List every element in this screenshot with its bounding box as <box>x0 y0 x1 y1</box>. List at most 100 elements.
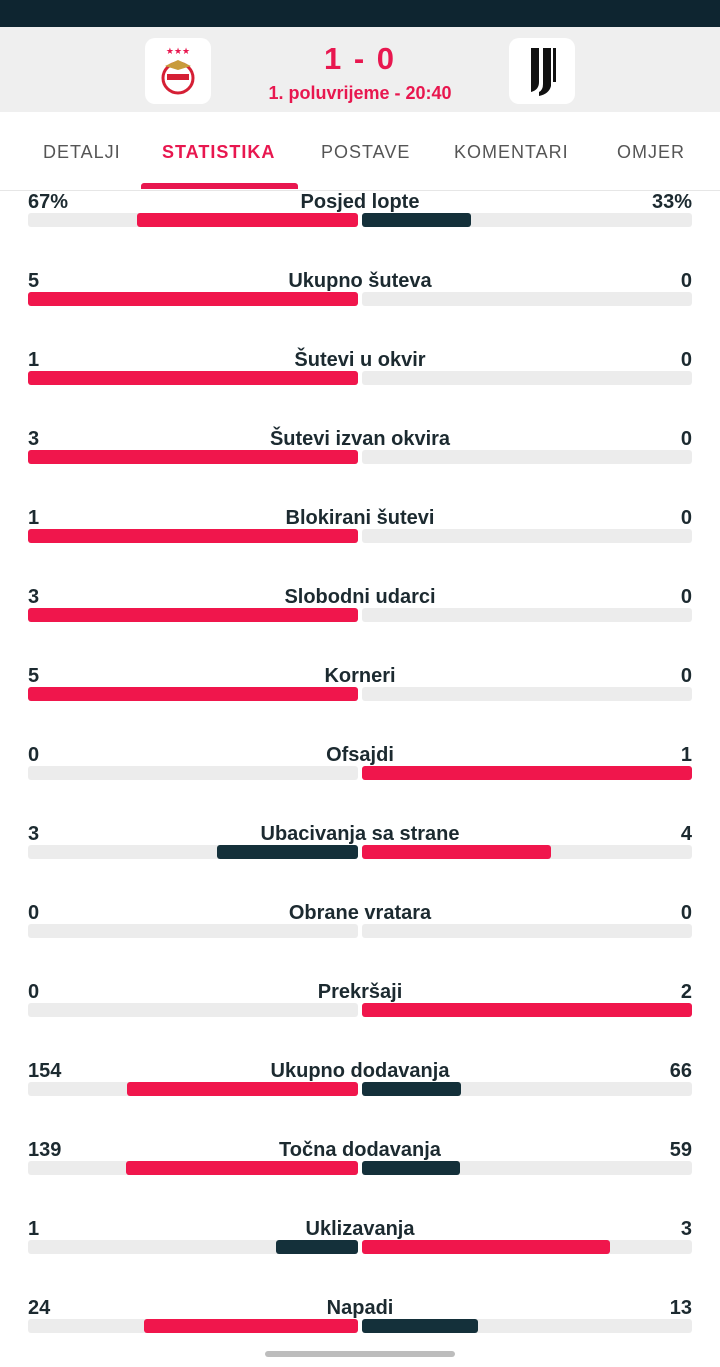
home-track <box>28 608 358 622</box>
home-track <box>28 292 358 306</box>
home-track <box>28 924 358 938</box>
home-track <box>28 371 358 385</box>
away-value: 33% <box>651 191 692 213</box>
stat-label: Slobodni udarci <box>284 586 436 608</box>
stat-label: Točna dodavanja <box>279 1139 441 1161</box>
tab[interactable]: DETALJI <box>43 142 121 162</box>
stat-row: 1 Šutevi u okvir 0 <box>0 349 720 428</box>
away-logo[interactable] <box>509 38 575 104</box>
stat-row: 0 Ofsajdi 1 <box>0 744 720 823</box>
home-bar <box>143 1319 358 1333</box>
home-value: 154 <box>28 1060 62 1082</box>
home-track <box>28 766 358 780</box>
away-track <box>362 608 692 622</box>
stat-row: 1 Uklizavanja 3 <box>0 1218 720 1297</box>
active-tab-indicator <box>141 183 298 189</box>
home-track <box>28 1319 358 1333</box>
stat-label: Napadi <box>326 1297 394 1319</box>
stat-label: Blokirani šutevi <box>285 507 435 529</box>
home-bar <box>216 845 358 859</box>
home-logo[interactable]: ★★★ <box>145 38 211 104</box>
home-bar <box>28 529 358 543</box>
home-bar <box>127 1082 358 1096</box>
home-value: 0 <box>28 744 40 766</box>
stat-label: Ubacivanja sa strane <box>260 823 460 845</box>
status-bar <box>0 0 720 27</box>
away-value: 4 <box>680 823 692 845</box>
away-bar <box>362 213 471 227</box>
home-bar <box>28 371 358 385</box>
tab-bar: DETALJI STATISTIKA POSTAVE KOMENTARI OMJER <box>0 112 720 191</box>
home-track <box>28 450 358 464</box>
home-value: 1 <box>28 349 40 371</box>
home-bar <box>275 1240 358 1254</box>
home-value: 0 <box>28 902 40 924</box>
stats-list: 67% Posjed lopte 33% 5 Ukupno šuteva 0 1 Šutevi… <box>0 191 720 1340</box>
home-value: 139 <box>28 1139 62 1161</box>
home-value: 5 <box>28 665 40 687</box>
away-bar <box>362 1082 461 1096</box>
away-value: 0 <box>680 507 692 529</box>
tab[interactable]: POSTAVE <box>321 142 411 162</box>
home-track <box>28 213 358 227</box>
home-track <box>28 1003 358 1017</box>
home-value: 67% <box>28 191 69 213</box>
home-handle[interactable] <box>265 1351 455 1357</box>
away-track <box>362 529 692 543</box>
home-value: 0 <box>28 981 40 1003</box>
home-track <box>28 1082 358 1096</box>
home-value: 3 <box>28 586 40 608</box>
stat-row: 154 Ukupno dodavanja 66 <box>0 1060 720 1139</box>
away-value: 3 <box>680 1218 692 1240</box>
stat-label: Ukupno šuteva <box>288 270 432 292</box>
away-value: 0 <box>680 349 692 371</box>
tab[interactable]: STATISTIKA <box>162 142 276 162</box>
away-track <box>362 1319 692 1333</box>
home-value: 3 <box>28 428 40 450</box>
home-bar <box>126 1161 358 1175</box>
stat-row: 24 Napadi 13 <box>0 1297 720 1340</box>
away-value: 0 <box>680 270 692 292</box>
away-bar <box>362 766 692 780</box>
stat-label: Uklizavanja <box>305 1218 415 1240</box>
away-track <box>362 450 692 464</box>
home-value: 3 <box>28 823 40 845</box>
away-bar <box>362 1240 610 1254</box>
away-track <box>362 292 692 306</box>
away-bar <box>362 1003 692 1017</box>
away-track <box>362 1003 692 1017</box>
home-bar <box>28 450 358 464</box>
stat-row: 3 Slobodni udarci 0 <box>0 586 720 665</box>
home-bar <box>28 608 358 622</box>
stat-label: Prekršaji <box>317 981 403 1003</box>
stat-label: Šutevi izvan okvira <box>269 428 451 450</box>
home-value: 24 <box>28 1297 51 1319</box>
stat-label: Ukupno dodavanja <box>270 1060 450 1082</box>
home-track <box>28 1161 358 1175</box>
stat-row: 3 Ubacivanja sa strane 4 <box>0 823 720 902</box>
away-track <box>362 687 692 701</box>
tab[interactable]: OMJER <box>617 142 685 162</box>
home-value: 1 <box>28 1218 40 1240</box>
home-crest: ★★★ <box>161 46 195 95</box>
away-value: 13 <box>669 1297 692 1319</box>
tab[interactable]: KOMENTARI <box>454 142 569 162</box>
home-value: 1 <box>28 507 40 529</box>
away-value: 0 <box>680 902 692 924</box>
away-value: 0 <box>680 428 692 450</box>
home-track <box>28 529 358 543</box>
stat-row: 0 Obrane vratara 0 <box>0 902 720 981</box>
away-bar <box>362 1161 461 1175</box>
stat-label: Ofsajdi <box>326 744 394 766</box>
away-value: 0 <box>680 665 692 687</box>
away-track <box>362 1082 692 1096</box>
home-value: 5 <box>28 270 40 292</box>
navigation-bar <box>0 1340 720 1367</box>
away-track <box>362 766 692 780</box>
stat-label: Posjed lopte <box>300 191 420 213</box>
away-value: 59 <box>669 1139 692 1161</box>
away-track <box>362 213 692 227</box>
home-track <box>28 687 358 701</box>
away-bar <box>362 1319 478 1333</box>
away-value: 0 <box>680 586 692 608</box>
